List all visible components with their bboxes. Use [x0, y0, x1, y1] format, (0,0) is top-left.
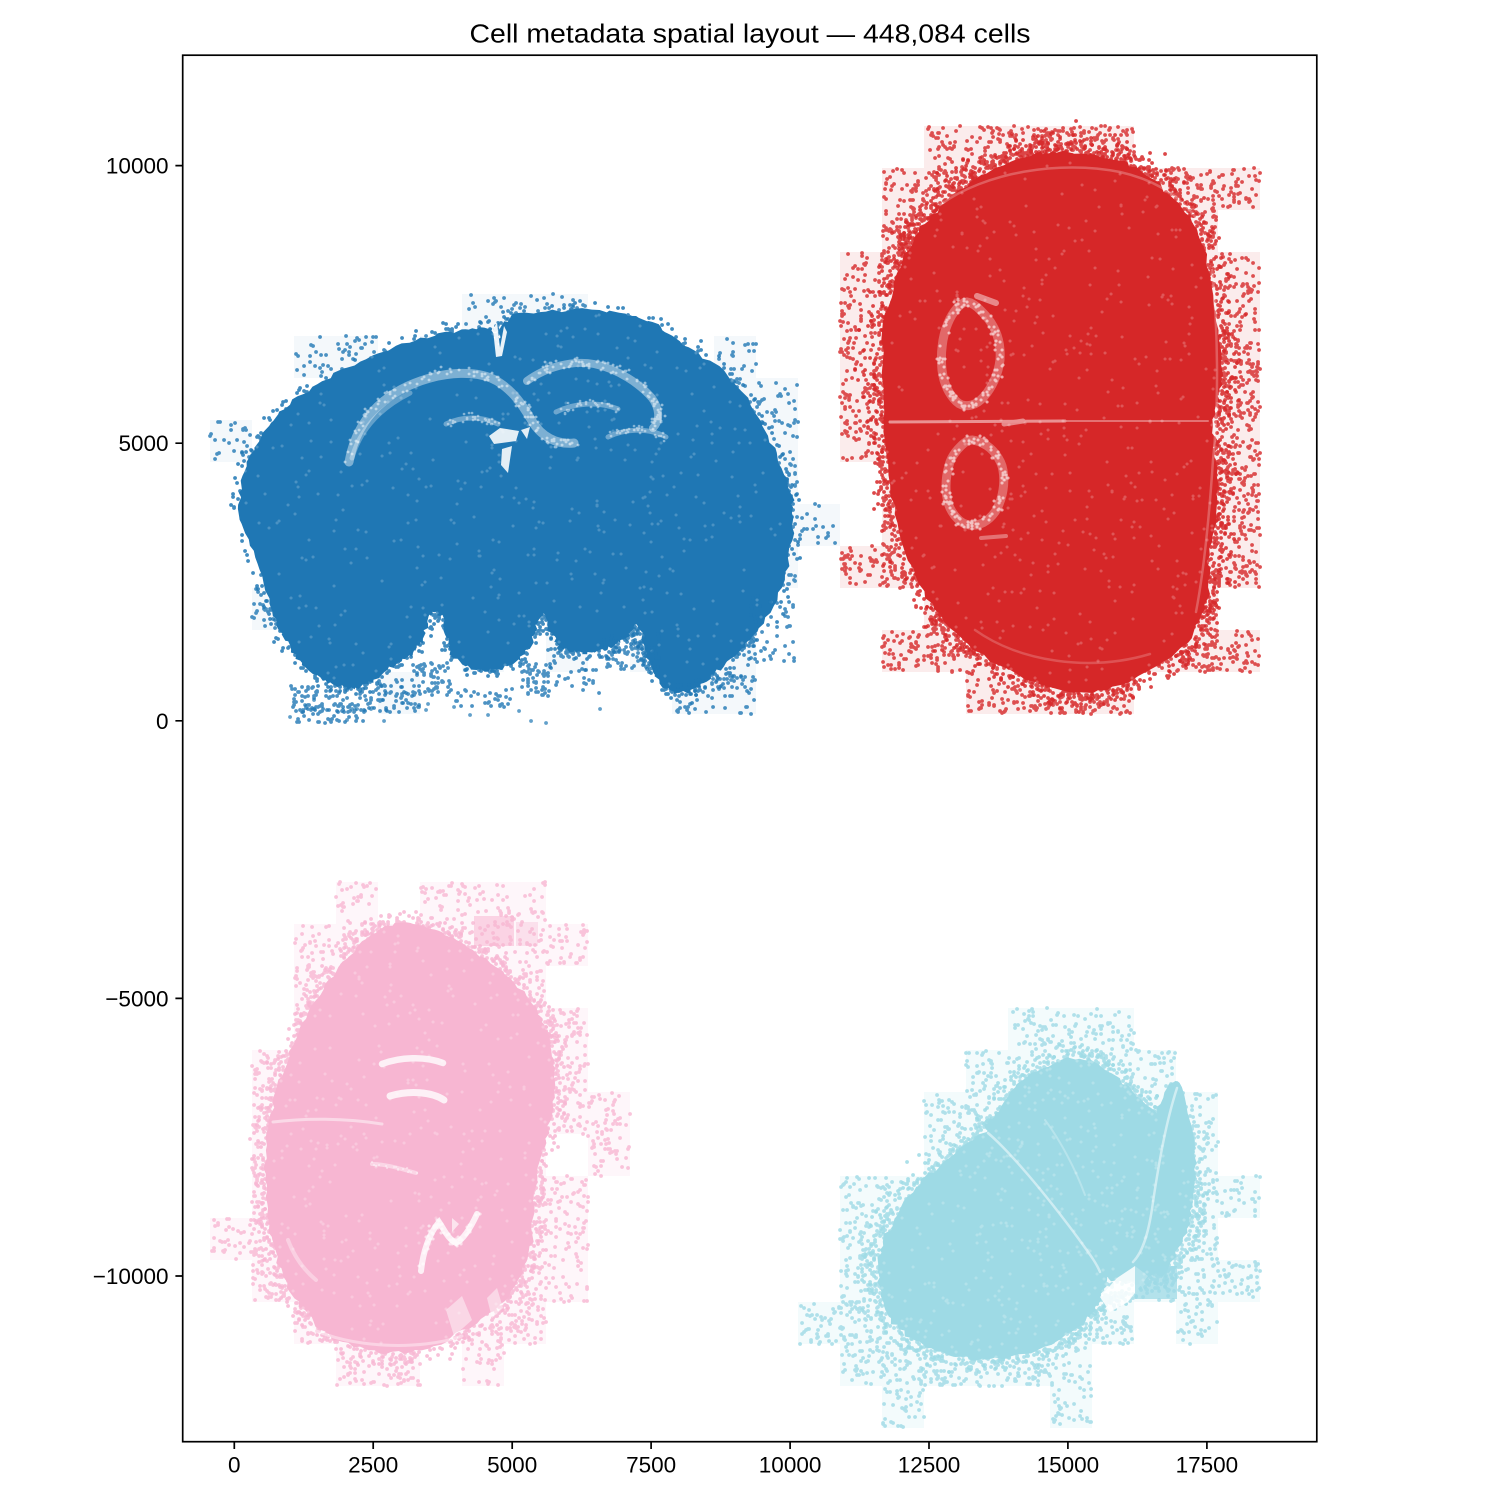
svg-text:−10000: −10000: [93, 1264, 169, 1289]
svg-text:5000: 5000: [487, 1453, 537, 1478]
svg-text:Cell metadata spatial layout —: Cell metadata spatial layout — 448,084 c…: [470, 21, 1031, 49]
svg-text:0: 0: [228, 1453, 241, 1478]
svg-text:12500: 12500: [898, 1453, 961, 1478]
svg-text:5000: 5000: [118, 431, 168, 456]
svg-text:10000: 10000: [759, 1453, 822, 1478]
svg-text:2500: 2500: [348, 1453, 398, 1478]
svg-text:17500: 17500: [1176, 1453, 1239, 1478]
svg-text:10000: 10000: [106, 154, 169, 179]
svg-text:7500: 7500: [626, 1453, 676, 1478]
svg-text:0: 0: [156, 709, 169, 734]
svg-text:−5000: −5000: [105, 986, 168, 1011]
svg-text:15000: 15000: [1037, 1453, 1100, 1478]
